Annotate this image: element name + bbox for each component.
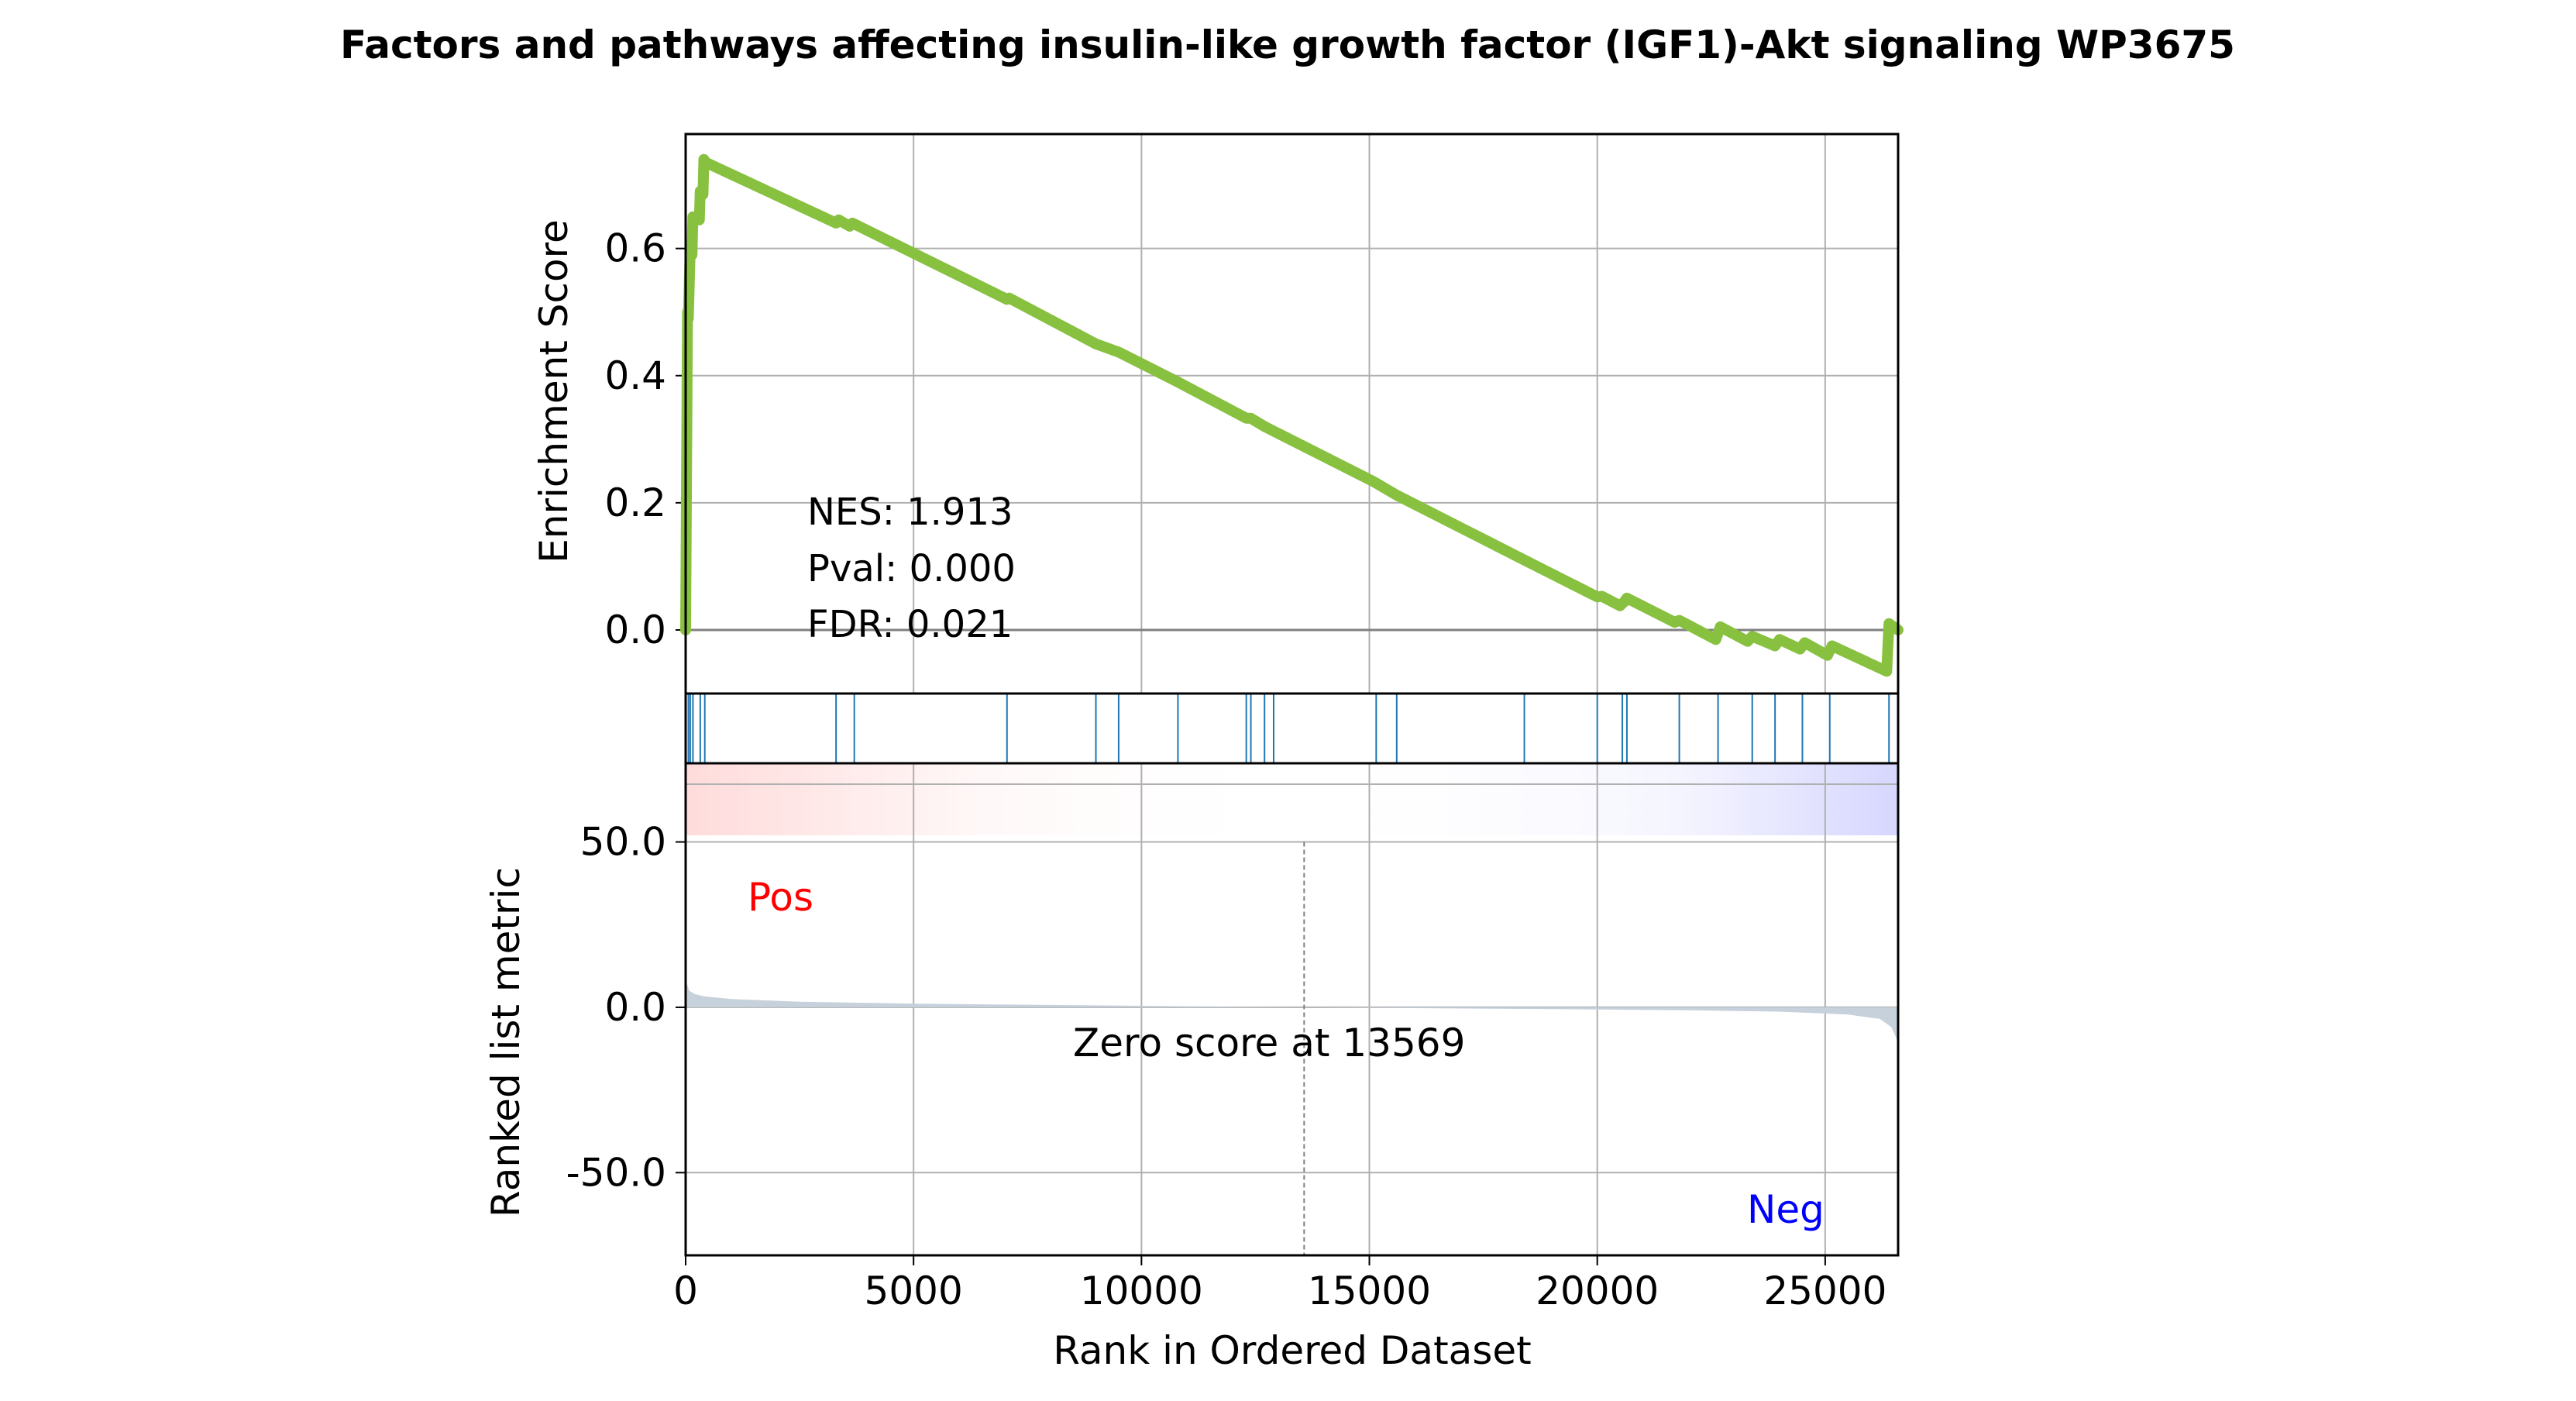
enrichment-score-axis-label: Enrichment Score <box>531 219 576 563</box>
pos-label: Pos <box>748 875 813 920</box>
fdr-stat: FDR: 0.021 <box>807 603 1013 646</box>
x-tick-label: 20000 <box>1536 1268 1659 1313</box>
pval-stat: Pval: 0.000 <box>807 547 1016 590</box>
es-y-tick-label: 0.0 <box>604 608 666 652</box>
es-y-tick-label: 0.4 <box>604 353 666 398</box>
es-y-tick-label: 0.6 <box>604 226 666 271</box>
running-enrichment-score-line <box>680 153 1904 677</box>
hits-panel-frame <box>684 692 1900 765</box>
nes-stat: NES: 1.913 <box>807 491 1013 534</box>
x-tick-label: 5000 <box>865 1268 963 1313</box>
x-tick-label: 0 <box>673 1268 698 1313</box>
ranked-metric-axis-label: Ranked list metric <box>483 867 528 1217</box>
es-y-tick-label: 0.2 <box>604 480 666 525</box>
zero-score-label: Zero score at 13569 <box>1073 1021 1465 1065</box>
chart-title: Factors and pathways affecting insulin-l… <box>340 22 2235 67</box>
neg-label: Neg <box>1747 1187 1825 1232</box>
x-tick-label: 15000 <box>1308 1268 1431 1313</box>
x-tick-label: 10000 <box>1080 1268 1203 1313</box>
metric-y-tick-label: -50.0 <box>566 1150 666 1195</box>
x-tick-label: 25000 <box>1763 1268 1886 1313</box>
ranked-metric-colorbar <box>686 763 1898 835</box>
metric-y-tick-label: 50.0 <box>580 820 666 865</box>
x-axis-label: Rank in Ordered Dataset <box>1053 1328 1531 1373</box>
metric-panel-frame <box>684 762 1900 1257</box>
metric-y-tick-label: 0.0 <box>604 985 666 1030</box>
